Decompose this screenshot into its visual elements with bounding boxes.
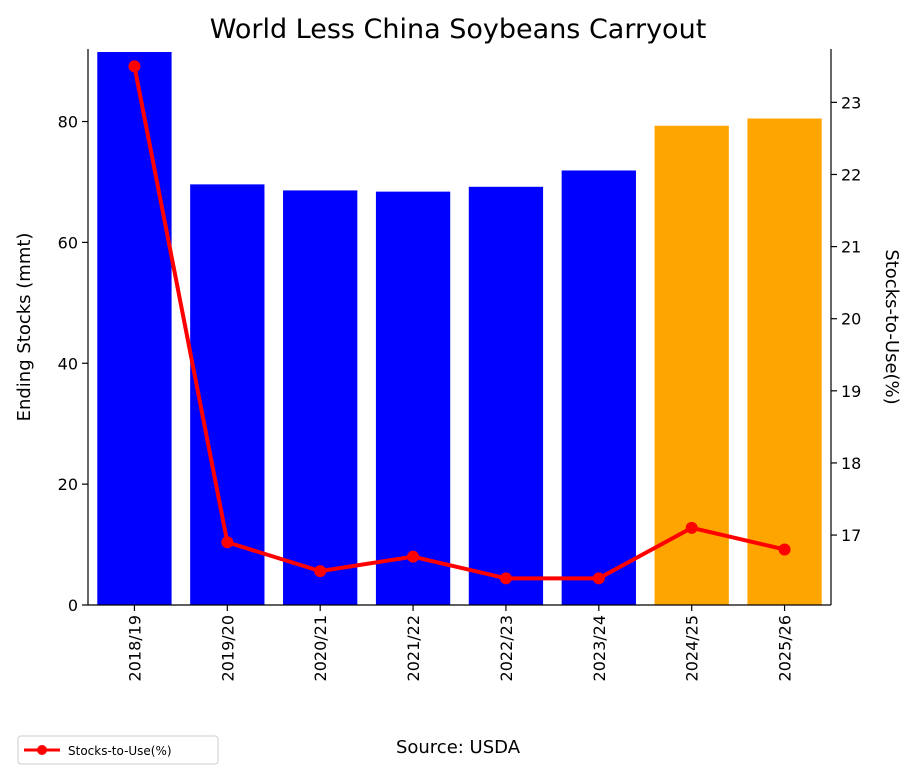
y-tick-label: 40 <box>58 354 78 373</box>
line-point-2020-21 <box>314 565 327 578</box>
bar-2022-23 <box>468 186 544 605</box>
line-point-2025-26 <box>778 543 791 556</box>
bar-2021-22 <box>375 191 451 605</box>
y2-tick-label: 18 <box>841 454 861 473</box>
legend-marker-swatch <box>37 745 47 755</box>
x-tick-label: 2021/22 <box>404 615 423 681</box>
right-axis-ticks: 17 18 19 20 21 22 23 <box>831 93 861 545</box>
line-series <box>128 60 791 585</box>
y2-tick-label: 21 <box>841 238 861 257</box>
bar-2018-19 <box>97 52 172 606</box>
y-tick-label: 20 <box>58 475 78 494</box>
bar-2023-24 <box>561 170 636 605</box>
line-point-2019-20 <box>221 536 234 549</box>
axes <box>87 49 832 606</box>
x-tick-label: 2019/20 <box>218 615 237 681</box>
line-point-2022-23 <box>499 572 512 585</box>
legend: Stocks-to-Use(%) <box>17 735 219 765</box>
chart-title: World Less China Soybeans Carryout <box>210 14 707 45</box>
stocks-to-use-line <box>132 65 786 581</box>
y2-tick-label: 20 <box>841 310 861 329</box>
x-tick-label: 2024/25 <box>683 615 702 681</box>
y2-tick-label: 19 <box>841 382 861 401</box>
x-tick-label: 2025/26 <box>776 615 795 681</box>
line-point-2023-24 <box>592 572 605 585</box>
x-tick-label: 2020/21 <box>311 615 330 681</box>
y2-tick-label: 17 <box>841 526 861 545</box>
left-axis-ticks: 0 20 40 60 80 <box>58 113 88 615</box>
y2-axis-title: Stocks-to-Use(%) <box>881 249 902 404</box>
y-tick-label: 60 <box>58 233 78 252</box>
y-tick-label: 0 <box>68 596 78 615</box>
legend-box <box>17 735 219 765</box>
legend-label: Stocks-to-Use(%) <box>68 744 172 758</box>
x-axis-ticks: 2018/19 2019/20 2020/21 2021/22 2022/23 2023/… <box>125 605 795 681</box>
x-tick-label: 2023/24 <box>590 615 609 681</box>
x-tick-label: 2018/19 <box>125 615 144 681</box>
y2-tick-label: 23 <box>841 93 861 112</box>
bar-series <box>97 52 822 606</box>
line-point-2018-19 <box>128 60 141 73</box>
y-tick-label: 80 <box>58 113 78 132</box>
y-axis-title: Ending Stocks (mmt) <box>14 233 35 422</box>
line-point-2021-22 <box>407 550 420 563</box>
x-tick-label: 2022/23 <box>497 615 516 681</box>
line-point-2024-25 <box>685 521 698 534</box>
y2-tick-label: 22 <box>841 165 861 184</box>
bar-2025-26 <box>747 118 822 605</box>
bar-2020-21 <box>283 190 358 605</box>
source-note: Source: USDA <box>396 737 521 758</box>
